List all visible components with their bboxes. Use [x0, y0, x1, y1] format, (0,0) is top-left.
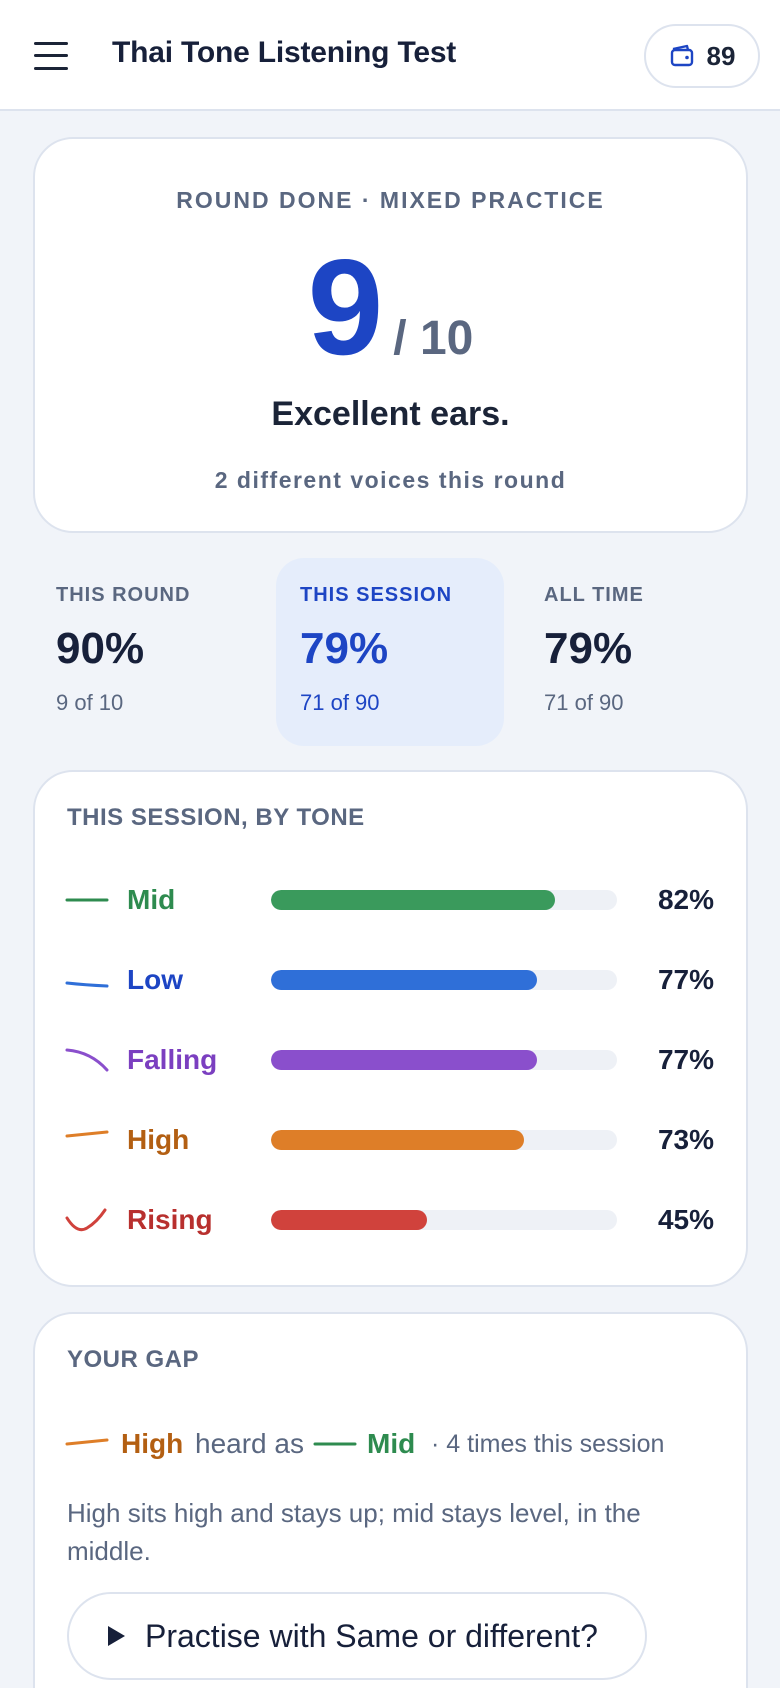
tone-name: High	[127, 1124, 190, 1155]
rising-tone-icon	[65, 1208, 107, 1232]
tone-bar-track	[271, 970, 617, 990]
high-tone-icon	[65, 1130, 109, 1138]
verdict-text: Excellent ears.	[271, 395, 510, 433]
tone-bar-fill	[271, 970, 538, 990]
tone-name: Falling	[127, 1044, 218, 1075]
tone-bar-fill	[271, 1130, 524, 1150]
play-icon	[108, 1626, 125, 1646]
score-correct: 9	[307, 231, 384, 383]
gap-description: High sits high and stays up; mid stays l…	[67, 1498, 641, 1566]
round-eyebrow: ROUND DONE · MIXED PRACTICE	[176, 187, 605, 213]
high-tone-icon	[65, 1438, 109, 1446]
tone-percent: 73%	[657, 1124, 714, 1155]
gap-to-tone: Mid	[367, 1428, 416, 1459]
tone-name: Low	[127, 964, 183, 995]
tone-percent: 77%	[657, 964, 714, 995]
stat-percent: 90%	[56, 624, 145, 673]
stat-this-round: THIS ROUND 90% 9 of 10	[32, 558, 260, 746]
stat-label: THIS SESSION	[300, 584, 453, 606]
tone-name: Mid	[127, 884, 176, 915]
stat-label: THIS ROUND	[56, 584, 191, 606]
stat-detail: 71 of 90	[544, 690, 624, 715]
stat-this-session[interactable]: THIS SESSION 79% 71 of 90	[276, 558, 504, 746]
stat-percent: 79%	[544, 624, 633, 673]
tone-name: Rising	[127, 1204, 213, 1235]
tone-bar-track	[271, 1210, 617, 1230]
menu-icon[interactable]	[34, 40, 70, 72]
app-title: Thai Tone Listening Test	[112, 36, 457, 69]
voices-note: 2 different voices this round	[214, 467, 567, 493]
tone-section-title: THIS SESSION, BY TONE	[67, 804, 365, 831]
gap-heard-as: heard as	[195, 1428, 304, 1459]
tone-bar-track	[271, 1130, 617, 1150]
low-tone-icon	[65, 981, 109, 988]
falling-tone-icon	[65, 1048, 109, 1072]
tone-bar-fill	[271, 890, 555, 910]
score-card: ROUND DONE · MIXED PRACTICE 9/ 10 Excell…	[33, 137, 748, 533]
stat-all-time: ALL TIME 79% 71 of 90	[520, 558, 748, 746]
coin-count: 89	[706, 40, 736, 71]
tone-row-mid: Mid 82%	[35, 880, 746, 920]
tone-percent: 77%	[657, 1044, 714, 1075]
gap-summary: High heard as Mid · 4 times this session	[65, 1426, 725, 1466]
tone-percent: 82%	[657, 884, 714, 915]
tone-row-rising: Rising 45%	[35, 1200, 746, 1240]
stat-detail: 71 of 90	[300, 690, 380, 715]
score-total: / 10	[393, 312, 474, 365]
gap-count: · 4 times this session	[431, 1430, 665, 1458]
app-header: Thai Tone Listening Test 89	[0, 0, 780, 111]
tone-bar-track	[271, 1050, 617, 1070]
tone-bar-fill	[271, 1050, 538, 1070]
stat-percent: 79%	[300, 624, 389, 673]
mid-tone-icon	[313, 1442, 357, 1446]
tone-row-falling: Falling 77%	[35, 1040, 746, 1080]
mid-tone-icon	[65, 898, 109, 902]
gap-from-tone: High	[121, 1428, 184, 1459]
tone-breakdown-card: THIS SESSION, BY TONE Mid 82% Low 77% Fa…	[33, 770, 748, 1287]
stat-label: ALL TIME	[544, 584, 644, 606]
tone-bar-track	[271, 890, 617, 910]
tone-row-high: High 73%	[35, 1120, 746, 1160]
tone-bar-fill	[271, 1210, 427, 1230]
tone-row-low: Low 77%	[35, 960, 746, 1000]
wallet-icon	[670, 44, 693, 67]
gap-section-title: YOUR GAP	[67, 1346, 200, 1373]
gap-card: YOUR GAP High heard as Mid · 4 times thi…	[33, 1312, 748, 1688]
score-display: 9/ 10	[35, 239, 746, 375]
tone-percent: 45%	[657, 1204, 714, 1235]
coin-balance-button[interactable]: 89	[644, 24, 760, 88]
practise-button-label: Practise with Same or different?	[145, 1617, 598, 1654]
practise-button[interactable]: Practise with Same or different?	[67, 1592, 647, 1680]
stat-detail: 9 of 10	[56, 690, 124, 715]
